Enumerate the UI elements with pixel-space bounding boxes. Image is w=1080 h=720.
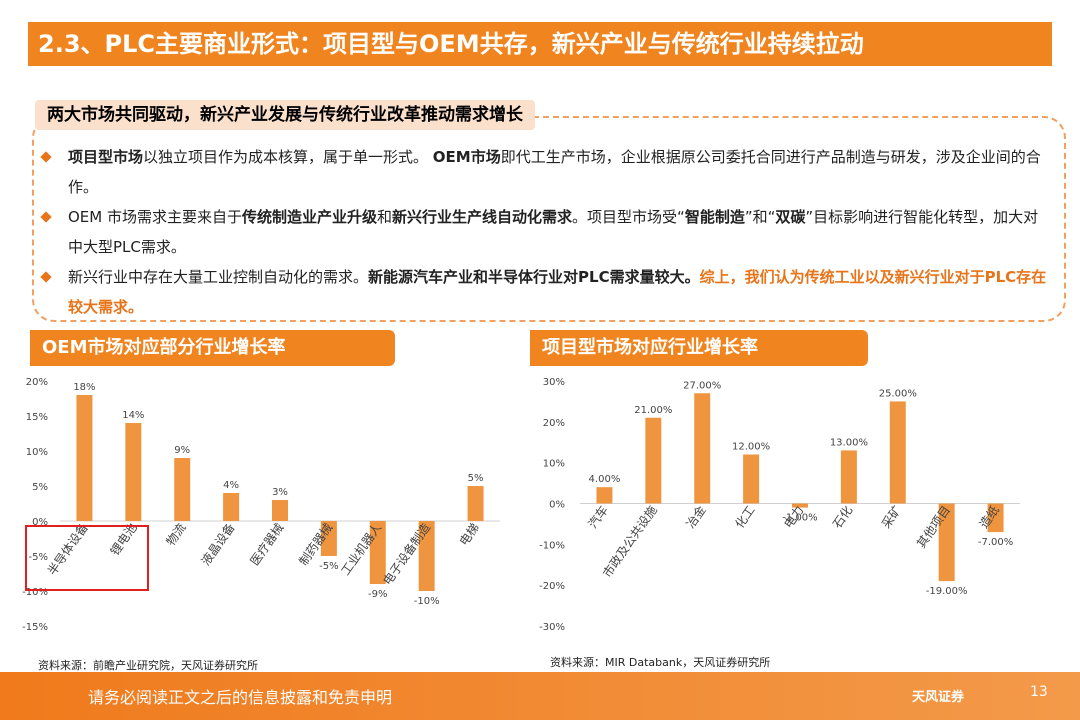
bullet-text: 和 — [377, 208, 393, 226]
y-tick-label: 5% — [32, 482, 48, 493]
y-tick-label: 0% — [549, 500, 565, 511]
y-tick-label: 0% — [32, 517, 48, 528]
value-label: 12.00% — [732, 442, 770, 453]
value-label: -19.00% — [926, 586, 968, 597]
x-tick-label: 化工 — [732, 503, 757, 531]
bullet-text: 智能制造 — [684, 208, 745, 226]
bar — [889, 401, 906, 504]
value-label: 4% — [223, 480, 239, 491]
value-label: -1.00% — [782, 513, 817, 524]
bullet-text: 新兴行业中存在大量工业控制自动化的需求。 — [68, 268, 369, 286]
bullet: OEM 市场需求主要来自于传统制造业产业升级和新兴行业生产线自动化需求。项目型市… — [40, 202, 1050, 262]
bullet-list: 项目型市场以独立项目作为成本核算，属于单一形式。 OEM市场即代工生产市场，企业… — [40, 142, 1050, 322]
chart: -15%-10%-5%0%5%10%15%20% 18%半导体设备14%锂电池9%… — [22, 377, 500, 633]
bar — [223, 493, 240, 521]
value-label: 25.00% — [879, 388, 917, 399]
bullet-text: 双碳 — [775, 208, 806, 226]
value-label: 14% — [122, 410, 144, 421]
value-label: 13.00% — [830, 437, 868, 448]
value-label: -10% — [414, 596, 440, 607]
bar — [694, 393, 711, 504]
bar — [743, 454, 760, 504]
value-label: -7.00% — [978, 537, 1013, 548]
bullet: 新兴行业中存在大量工业控制自动化的需求。新能源汽车产业和半导体行业对PLC需求量… — [40, 262, 1050, 322]
y-tick-label: 15% — [26, 412, 48, 423]
bullet-text: 新能源汽车产业和半导体行业对PLC需求量较大。 — [368, 268, 700, 286]
x-tick-label: 液晶设备 — [198, 520, 238, 568]
bullet-text: 。项目型市场受“ — [572, 208, 685, 226]
bar — [369, 521, 386, 584]
slide-title: 2.3、PLC主要商业形式：项目型与OEM共存，新兴产业与传统行业持续拉动 — [28, 22, 1052, 66]
bullet: 项目型市场以独立项目作为成本核算，属于单一形式。 OEM市场即代工生产市场，企业… — [40, 142, 1050, 202]
bullet-text: 传统制造业产业升级 — [242, 208, 378, 226]
x-tick-label: 医疗器械 — [247, 520, 287, 568]
bar — [987, 503, 1004, 533]
chart: -30%-20%-10%0%10%20%30%4.00%汽车21.00%市政及公… — [539, 377, 1020, 633]
x-tick-label: 采矿 — [879, 503, 904, 531]
y-tick-label: 10% — [543, 459, 565, 470]
y-tick-label: 20% — [26, 377, 48, 388]
bullet-text: 项目型市场 — [68, 148, 144, 166]
y-tick-label: -10% — [22, 587, 48, 598]
value-label: 5% — [468, 473, 484, 484]
y-tick-label: -20% — [539, 581, 565, 592]
bar — [840, 450, 857, 504]
bar — [272, 500, 288, 521]
bullet-text: 即代工生产市场，企业根据原公司委托合同进行产品制造与研发，涉及企业间的合作。 — [68, 148, 1041, 196]
summary-title: 两大市场共同驱动，新兴产业发展与传统行业改革推动需求增长 — [35, 100, 535, 130]
logo: 天风证券 — [912, 690, 965, 705]
y-tick-label: -30% — [539, 622, 565, 633]
value-label: 18% — [73, 382, 95, 393]
bullet-text: ”目标影响进行智能化转型，加大对中大型PLC需求。 — [68, 208, 1039, 256]
x-tick-label: 半导体设备 — [45, 521, 91, 578]
bar — [125, 423, 142, 521]
chart-title: 项目型市场对应行业增长率 — [530, 330, 868, 366]
x-tick-label: 物流 — [163, 521, 188, 549]
x-tick-label: 电梯 — [457, 521, 482, 549]
value-label: 4.00% — [589, 474, 621, 485]
disclaimer: 请务必阅读正文之后的信息披露和免责申明 — [88, 688, 393, 707]
bar — [645, 417, 662, 504]
y-tick-label: -15% — [22, 622, 48, 633]
highlight-box — [25, 525, 149, 591]
bar — [596, 487, 613, 504]
x-tick-label: 冶金 — [683, 503, 709, 531]
source: 资料来源：前瞻产业研究院，天风证券研究所 — [38, 659, 258, 672]
bullet-text: ”和“ — [744, 208, 776, 226]
bullet-text: OEM 市场需求主要来自于 — [68, 208, 242, 226]
bar — [174, 458, 191, 521]
y-tick-label: -10% — [539, 540, 565, 551]
bar — [792, 503, 808, 508]
page-number: 13 — [1030, 684, 1048, 700]
bar — [76, 395, 93, 521]
value-label: 21.00% — [634, 405, 672, 416]
bullet-text: 综上，我们认为传统工业以及新兴行业对于PLC存在较大需求。 — [68, 268, 1047, 316]
bar — [320, 521, 337, 556]
bar — [418, 521, 435, 591]
value-label: 9% — [174, 445, 190, 456]
bar — [938, 503, 955, 582]
y-tick-label: 30% — [543, 377, 565, 388]
bullet-text: 新兴行业生产线自动化需求 — [392, 208, 573, 226]
y-tick-label: 20% — [543, 418, 565, 429]
y-tick-label: -5% — [29, 552, 48, 563]
footer: 请务必阅读正文之后的信息披露和免责申明 天风证券 13 — [0, 672, 1080, 720]
value-label: 3% — [272, 487, 288, 498]
x-tick-label: 汽车 — [585, 503, 611, 531]
bar — [467, 486, 484, 521]
y-tick-label: 10% — [26, 447, 48, 458]
value-label: -9% — [368, 589, 387, 600]
bullet-text: 以独立项目作为成本核算，属于单一形式。 — [143, 148, 433, 166]
chart-title: OEM市场对应部分行业增长率 — [30, 330, 395, 366]
bullet-text: OEM市场 — [432, 148, 501, 166]
value-label: -5% — [319, 561, 338, 572]
source: 资料来源：MIR Databank，天风证券研究所 — [550, 656, 771, 669]
value-label: 27.00% — [683, 380, 721, 391]
x-tick-label: 石化 — [830, 503, 855, 531]
